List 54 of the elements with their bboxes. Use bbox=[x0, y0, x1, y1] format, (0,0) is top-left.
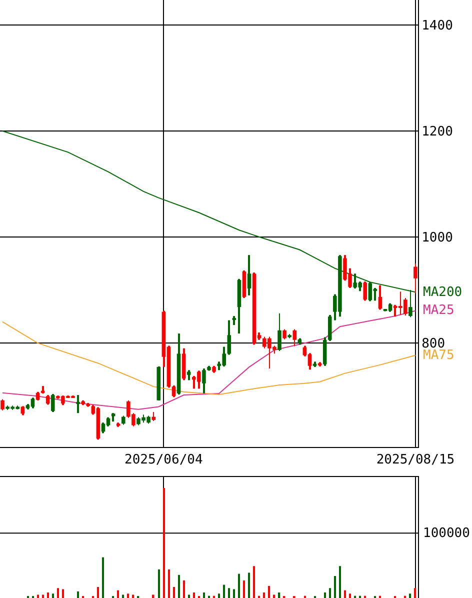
bar bbox=[233, 589, 235, 598]
bar bbox=[228, 588, 230, 598]
x-tick-label: 2025/08/15 bbox=[376, 452, 455, 468]
bar bbox=[163, 488, 165, 598]
bar bbox=[158, 569, 160, 598]
bar bbox=[278, 592, 280, 598]
series-label: MA75 bbox=[423, 348, 454, 363]
bar bbox=[273, 594, 276, 598]
bar bbox=[329, 588, 331, 598]
bar bbox=[263, 592, 266, 598]
bar bbox=[243, 580, 245, 598]
bar bbox=[97, 587, 99, 598]
bar bbox=[178, 574, 180, 598]
y-tick-label: 1400 bbox=[422, 18, 453, 34]
x-tick-label: 2025/06/04 bbox=[124, 452, 203, 468]
y-tick-label: 1200 bbox=[422, 124, 453, 140]
bar bbox=[344, 590, 346, 598]
series-label: MA200 bbox=[423, 285, 462, 300]
bar bbox=[349, 594, 351, 598]
line-series bbox=[2, 310, 416, 410]
bar bbox=[132, 594, 134, 598]
text: 100000 bbox=[423, 526, 470, 541]
bar bbox=[334, 576, 336, 598]
bar bbox=[127, 594, 130, 598]
bar bbox=[248, 572, 250, 598]
bar bbox=[203, 592, 205, 598]
bar bbox=[188, 594, 190, 598]
bar bbox=[193, 592, 195, 598]
bar bbox=[409, 594, 412, 598]
bar bbox=[37, 594, 39, 598]
bar bbox=[339, 566, 341, 598]
bar bbox=[173, 587, 175, 598]
bar bbox=[223, 584, 225, 598]
bar bbox=[218, 594, 220, 598]
bar bbox=[268, 586, 270, 598]
bar bbox=[168, 569, 170, 598]
bar bbox=[77, 591, 79, 598]
bar bbox=[152, 594, 154, 598]
line-series bbox=[2, 321, 416, 396]
bar bbox=[253, 566, 255, 598]
bar bbox=[47, 592, 49, 598]
bar bbox=[183, 580, 185, 598]
bar bbox=[324, 592, 326, 598]
bar bbox=[57, 588, 59, 598]
bar bbox=[62, 589, 64, 598]
bar bbox=[414, 588, 416, 598]
bar bbox=[52, 594, 54, 598]
bar bbox=[122, 594, 124, 598]
bar bbox=[117, 590, 119, 598]
bar bbox=[102, 557, 104, 598]
bar bbox=[238, 574, 240, 598]
y-tick-label: 1000 bbox=[422, 230, 453, 246]
series-label: MA25 bbox=[423, 303, 454, 318]
bar bbox=[42, 594, 44, 598]
